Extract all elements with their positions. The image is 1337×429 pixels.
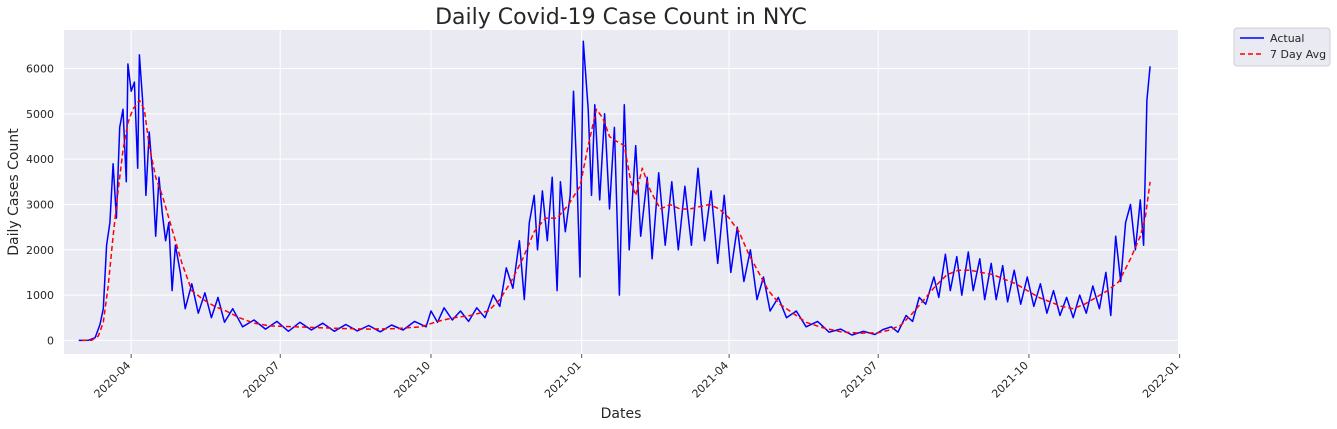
legend: Actual 7 Day Avg <box>1233 27 1331 67</box>
y-tick-label: 1000 <box>26 289 54 302</box>
x-axis-label: Dates <box>601 406 642 422</box>
y-tick-label: 0 <box>47 334 54 347</box>
x-tick-label: 2021-04 <box>690 359 732 401</box>
legend-avg-label: 7 Day Avg <box>1270 48 1326 61</box>
chart-title: Daily Covid-19 Case Count in NYC <box>435 5 807 30</box>
x-tick-label: 2020-10 <box>391 359 433 401</box>
grid-lines <box>64 30 1181 354</box>
plot-area <box>64 30 1178 354</box>
y-tick-label: 5000 <box>26 108 54 121</box>
x-axis-ticks: 2020-04 2020-07 2020-10 2021-01 2021-04 2021-… <box>92 354 1182 401</box>
y-tick-label: 2000 <box>26 244 54 257</box>
y-tick-label: 3000 <box>26 198 54 211</box>
x-tick-label: 2020-07 <box>241 359 283 401</box>
x-tick-label: 2021-07 <box>839 359 881 401</box>
y-axis-ticks: 0 1000 2000 3000 4000 5000 6000 <box>26 63 54 348</box>
x-tick-label: 2020-04 <box>92 359 134 401</box>
y-axis-label: Daily Cases Count <box>6 128 22 256</box>
actual-series-line <box>78 40 1151 342</box>
x-tick-label: 2021-10 <box>989 359 1031 401</box>
x-tick-label: 2021-01 <box>542 359 584 401</box>
avg-series-line <box>81 99 1151 342</box>
y-tick-label: 6000 <box>26 63 54 76</box>
legend-actual-label: Actual <box>1270 32 1304 45</box>
x-tick-label: 2022-01 <box>1140 359 1182 401</box>
series-lines <box>78 40 1151 342</box>
y-tick-label: 4000 <box>26 153 54 166</box>
